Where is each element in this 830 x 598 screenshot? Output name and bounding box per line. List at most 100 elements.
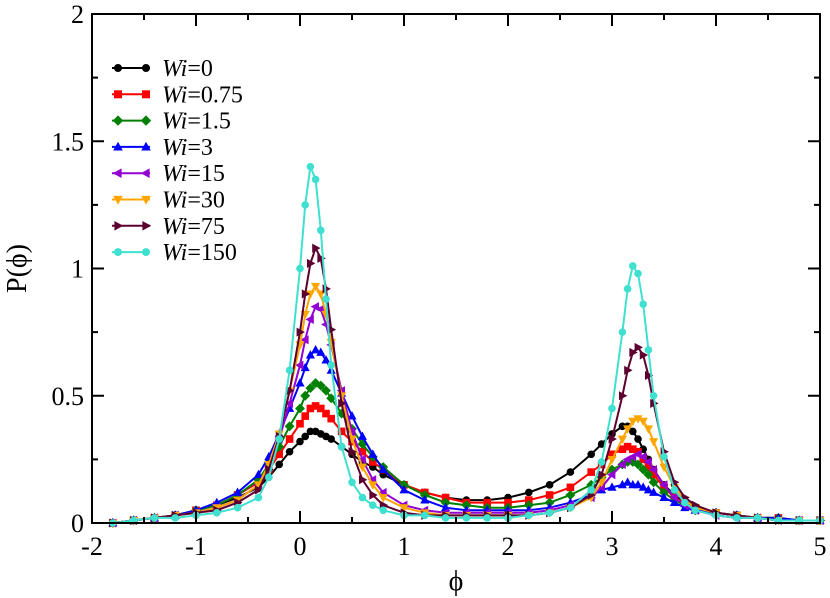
data-point — [618, 328, 627, 336]
legend-marker — [114, 90, 122, 99]
data-point — [305, 290, 315, 299]
legend-label: Wi=0.75 — [162, 82, 243, 108]
data-point — [618, 391, 628, 401]
data-point — [321, 385, 331, 396]
series-wi-15 — [107, 302, 824, 528]
data-point — [312, 243, 321, 253]
data-point — [295, 403, 305, 414]
data-point — [441, 514, 450, 522]
data-point — [295, 378, 305, 387]
data-point — [317, 404, 325, 413]
data-point — [358, 475, 368, 485]
data-point — [587, 450, 595, 459]
data-point — [566, 483, 575, 492]
data-point — [322, 295, 330, 303]
data-point — [305, 350, 315, 359]
legend-marker — [113, 141, 123, 151]
legend-item: Wi=75 — [112, 214, 225, 240]
legend-label: Wi=3 — [162, 135, 213, 161]
data-point — [643, 469, 654, 480]
data-point — [296, 419, 304, 428]
legend-label: Wi=150 — [162, 240, 237, 266]
data-point — [296, 327, 305, 337]
data-point — [420, 495, 430, 504]
x-tick-label: 3 — [606, 532, 619, 561]
data-point — [322, 409, 330, 418]
y-axis-label: P(ϕ) — [2, 244, 33, 293]
data-point — [357, 454, 366, 464]
data-point — [659, 480, 668, 490]
data-point — [316, 347, 326, 356]
data-point — [623, 285, 632, 293]
data-point — [368, 449, 378, 458]
data-point — [327, 435, 336, 443]
data-point — [638, 464, 649, 475]
data-point — [660, 453, 668, 461]
legend-label: Wi=0 — [162, 56, 213, 82]
data-point — [644, 346, 653, 354]
legend-marker — [142, 221, 152, 231]
data-point — [629, 262, 637, 270]
data-point — [607, 455, 617, 465]
data-point — [596, 482, 606, 492]
data-point — [306, 162, 315, 171]
data-point — [638, 417, 648, 427]
data-point — [285, 447, 294, 456]
data-point — [317, 253, 326, 263]
data-point — [265, 464, 274, 475]
legend-item: Wi=15 — [112, 161, 225, 187]
data-point — [369, 501, 377, 509]
legend-item: Wi=3 — [112, 135, 213, 161]
x-tick-label: -2 — [81, 532, 103, 561]
data-point — [659, 492, 669, 501]
data-point — [638, 482, 648, 491]
data-point — [317, 226, 325, 235]
data-point — [545, 481, 554, 489]
data-point — [617, 435, 627, 444]
data-point — [296, 264, 304, 273]
x-tick-label: 2 — [502, 532, 515, 561]
data-point — [462, 514, 471, 522]
data-point — [617, 459, 626, 470]
series-line — [112, 348, 820, 524]
series-line — [112, 245, 820, 524]
data-point — [213, 509, 221, 517]
data-point — [171, 514, 179, 522]
data-point — [618, 445, 627, 453]
data-point — [525, 488, 533, 497]
legend-item: Wi=0 — [112, 56, 213, 82]
data-point — [634, 342, 643, 352]
data-point — [461, 500, 472, 511]
data-point — [753, 514, 762, 522]
data-point — [338, 398, 347, 408]
data-point — [587, 468, 595, 476]
data-point — [633, 415, 643, 424]
data-point — [295, 360, 304, 370]
data-point — [649, 470, 658, 479]
data-point — [607, 482, 617, 491]
data-point — [565, 490, 576, 500]
data-point — [326, 393, 337, 404]
data-point — [254, 493, 263, 502]
data-point — [608, 450, 616, 459]
y-tick-label: 1.5 — [52, 127, 85, 156]
data-point — [306, 404, 315, 413]
legend-marker — [142, 90, 150, 99]
series-group — [107, 162, 825, 528]
x-tick-label: 5 — [814, 532, 827, 561]
legend: Wi=0Wi=0.75Wi=1.5Wi=3Wi=15Wi=30Wi=75Wi=1… — [112, 56, 243, 266]
data-point — [598, 470, 607, 480]
data-point — [369, 490, 378, 500]
data-point — [545, 491, 554, 499]
data-point — [648, 464, 658, 475]
data-point — [504, 498, 512, 507]
data-point — [300, 335, 309, 345]
data-point — [659, 487, 669, 498]
data-point — [628, 417, 638, 427]
data-point — [649, 438, 659, 447]
data-point — [643, 425, 653, 434]
data-point — [618, 422, 627, 431]
legend-item: Wi=150 — [112, 240, 237, 266]
data-point — [629, 427, 637, 436]
